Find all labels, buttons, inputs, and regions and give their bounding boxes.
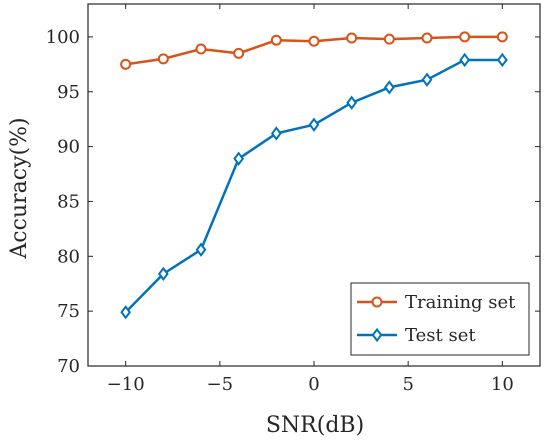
legend: Training set Test set [350, 282, 530, 356]
y-tick-label: 100 [46, 27, 80, 48]
data-point [421, 32, 433, 44]
data-point [120, 305, 132, 320]
x-tick-label: 0 [308, 374, 319, 395]
legend-marker [371, 327, 383, 343]
series-line [124, 58, 503, 314]
legend-item: Training set [357, 292, 516, 313]
data-point [308, 35, 320, 47]
x-tick-label: −10 [107, 374, 145, 395]
data-point [120, 58, 132, 70]
data-point [421, 72, 433, 87]
data-point [346, 95, 358, 110]
plot-area [120, 31, 508, 320]
y-axis-label: Accuracy(%) [7, 117, 32, 259]
x-tick-label: −5 [207, 374, 234, 395]
series-training-set [120, 31, 508, 70]
data-point [195, 242, 207, 257]
data-point [270, 34, 282, 46]
legend-label: Test set [405, 325, 476, 346]
data-point [383, 80, 395, 95]
data-point [270, 126, 282, 141]
data-point [157, 53, 169, 65]
y-tick-label: 95 [57, 82, 80, 103]
legend-box [350, 282, 530, 356]
data-point [496, 31, 508, 43]
series-test-set [120, 52, 508, 320]
x-axis-label: SNR(dB) [266, 413, 364, 438]
data-point [346, 32, 358, 44]
x-tick-label: 10 [491, 374, 514, 395]
legend-marker [371, 296, 383, 308]
y-tick-label: 90 [57, 137, 80, 158]
legend-label: Training set [405, 292, 516, 313]
data-point [496, 52, 508, 68]
data-point [195, 43, 207, 55]
y-tick-label: 70 [57, 356, 80, 377]
data-point [459, 31, 471, 43]
data-point [308, 117, 320, 132]
data-point [383, 33, 395, 45]
axes: −10 −5 0 5 10 70 75 80 85 90 95 100 [46, 3, 541, 395]
y-tick-label: 80 [57, 246, 80, 267]
x-tick-label: 5 [402, 374, 413, 395]
y-tick-label: 85 [57, 191, 80, 212]
data-point [233, 47, 245, 59]
data-point [157, 266, 169, 282]
y-tick-label: 75 [57, 301, 80, 322]
data-point [459, 52, 471, 68]
data-point [233, 151, 245, 166]
legend-item: Test set [357, 325, 476, 346]
